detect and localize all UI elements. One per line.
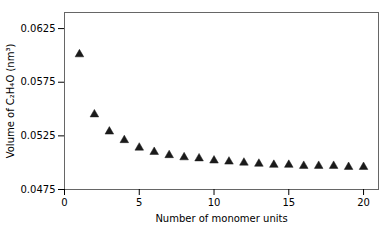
svg-text:0.0525: 0.0525 [21, 130, 56, 141]
svg-text:Volume of C₂H₄O (nm³): Volume of C₂H₄O (nm³) [5, 44, 16, 159]
svg-text:15: 15 [282, 197, 295, 208]
svg-text:0.0475: 0.0475 [21, 184, 56, 195]
svg-text:20: 20 [357, 197, 370, 208]
svg-text:0.0625: 0.0625 [21, 23, 56, 34]
svg-text:0.0575: 0.0575 [21, 76, 56, 87]
svg-text:5: 5 [136, 197, 142, 208]
svg-text:0: 0 [61, 197, 67, 208]
svg-text:Number of monomer units: Number of monomer units [155, 213, 287, 224]
svg-text:10: 10 [208, 197, 221, 208]
